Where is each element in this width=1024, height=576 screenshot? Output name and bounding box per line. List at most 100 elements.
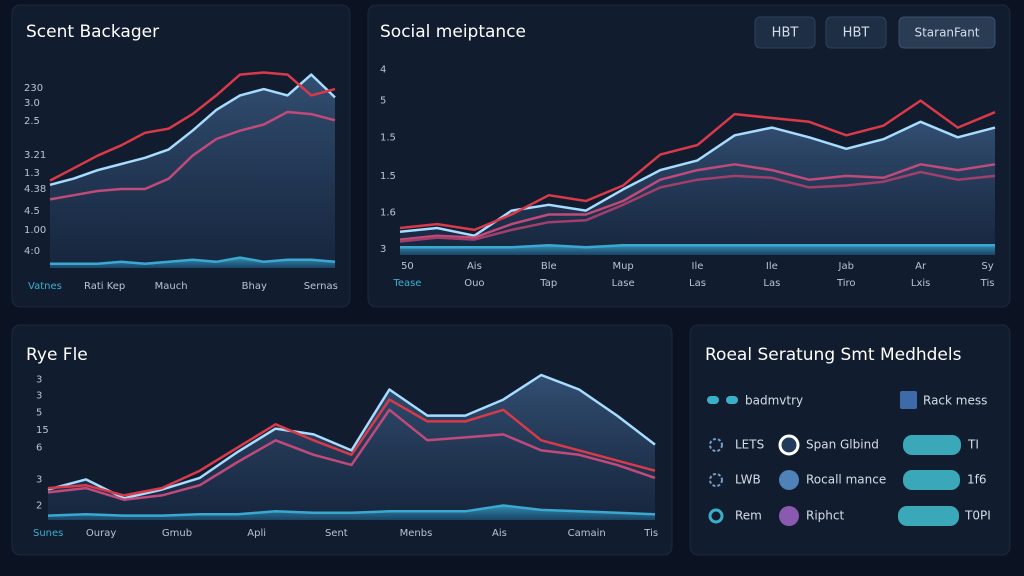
button[interactable]: HBT (754, 16, 816, 49)
x-axis-label: Sunes (33, 528, 63, 539)
x-tick-sublabel: Ouo (464, 278, 484, 289)
button-bg[interactable] (825, 16, 887, 49)
line (399, 163, 996, 241)
row-label: LETS (735, 438, 764, 452)
panel (689, 324, 1011, 556)
y-tick-label: 230 (24, 83, 43, 94)
chart-title: Scent Backager (26, 22, 159, 42)
row-dot (779, 470, 799, 490)
chart-title: Social meiptance (380, 22, 526, 42)
x-tick-label: Ble (541, 261, 557, 272)
line (400, 244, 995, 249)
row-bar (903, 435, 961, 455)
x-tick-sublabel: Las (763, 278, 780, 289)
x-tick-label: Ais (492, 528, 507, 539)
area (50, 257, 335, 268)
y-tick-label: 1.00 (24, 225, 46, 236)
y-tick-label: 1.6 (380, 208, 396, 219)
line (49, 110, 336, 201)
row-value: 1f6 (967, 473, 987, 487)
x-tick-label: Gmub (162, 528, 192, 539)
y-tick-label: 4.5 (24, 206, 40, 217)
x-tick-label: Sernas (304, 281, 338, 292)
x-tick-label: Ile (766, 261, 778, 272)
x-tick-label: Rati Kep (84, 281, 125, 292)
y-tick-label: 4:0 (24, 246, 40, 257)
area (48, 505, 655, 520)
x-tick-sublabel: Lxis (911, 278, 930, 289)
y-tick-label: 3.0 (24, 98, 40, 109)
y-tick-label: 2.5 (24, 116, 40, 127)
x-tick-sublabel: Tap (539, 278, 557, 289)
legend-label: badmvtry (745, 394, 803, 408)
button-label[interactable]: HBT (772, 26, 799, 41)
line (49, 73, 336, 187)
row-icon (709, 473, 723, 487)
line (399, 170, 996, 243)
row-bar (898, 506, 959, 526)
line (50, 256, 336, 266)
row-icon (709, 438, 723, 452)
x-tick-label: Ais (467, 261, 482, 272)
x-tick-label: Mauch (155, 281, 188, 292)
x-tick-label: Mup (612, 261, 633, 272)
line (47, 398, 656, 497)
y-tick-label: 1.5 (380, 132, 396, 143)
line (47, 373, 656, 500)
y-tick-label: 1.3 (24, 168, 40, 179)
row-value: TI (967, 438, 979, 452)
x-tick-label: Bhay (242, 281, 267, 292)
row-name: Riphct (806, 509, 844, 523)
x-tick-label: Camain (568, 528, 606, 539)
x-tick-label: Tis (643, 528, 658, 539)
x-tick-label: Menbs (400, 528, 433, 539)
legend-icon (726, 396, 738, 404)
row-value: T0PI (964, 509, 991, 523)
y-tick-label: 2 (36, 501, 42, 512)
y-tick-label: 5 (36, 408, 42, 419)
legend-icon (900, 391, 917, 409)
row-label: Rem (735, 509, 762, 523)
x-tick-label: Sent (325, 528, 348, 539)
x-tick-sublabel: Lase (612, 278, 635, 289)
button[interactable]: StaranFant (898, 16, 996, 49)
chart-title: Rye Fle (26, 345, 88, 365)
y-tick-label: 4 (380, 65, 386, 76)
button-label[interactable]: StaranFant (914, 26, 979, 40)
row-label: LWB (735, 473, 761, 487)
legend-label: Rack mess (923, 394, 987, 408)
y-tick-label: 5 (380, 96, 386, 107)
row-name: Rocall mance (806, 473, 886, 487)
button[interactable]: HBT (825, 16, 887, 49)
y-tick-label: 3 (36, 390, 42, 401)
line (47, 504, 656, 517)
button-bg[interactable] (898, 16, 996, 49)
row-bar (903, 470, 960, 490)
line (49, 71, 336, 182)
y-tick-label: 3 (380, 244, 386, 255)
area (400, 245, 995, 255)
line (47, 408, 656, 501)
row-icon (708, 508, 724, 524)
x-tick-label: Sy (981, 261, 993, 272)
y-tick-label: 3 (36, 474, 42, 485)
legend-icon (707, 396, 719, 404)
x-tick-label: Ar (915, 261, 927, 272)
legend-panel: Roeal Seratung Smt Medhdels badmvtry Rac… (705, 345, 991, 526)
x-axis-label: Vatnes (28, 281, 62, 292)
y-tick-label: 3 (36, 374, 42, 385)
legend-title: Roeal Seratung Smt Medhdels (705, 345, 962, 365)
x-tick-sublabel: Tiro (836, 278, 856, 289)
y-tick-label: 1.5 (380, 171, 396, 182)
row-name: Span Glbind (806, 438, 879, 452)
x-tick-sublabel: Las (689, 278, 706, 289)
y-tick-label: 15 (36, 425, 49, 436)
area (50, 74, 335, 268)
button-bg[interactable] (754, 16, 816, 49)
x-tick-label: Ile (692, 261, 704, 272)
x-tick-label: Jab (838, 261, 854, 272)
button-label[interactable]: HBT (843, 26, 870, 41)
line (399, 99, 996, 232)
